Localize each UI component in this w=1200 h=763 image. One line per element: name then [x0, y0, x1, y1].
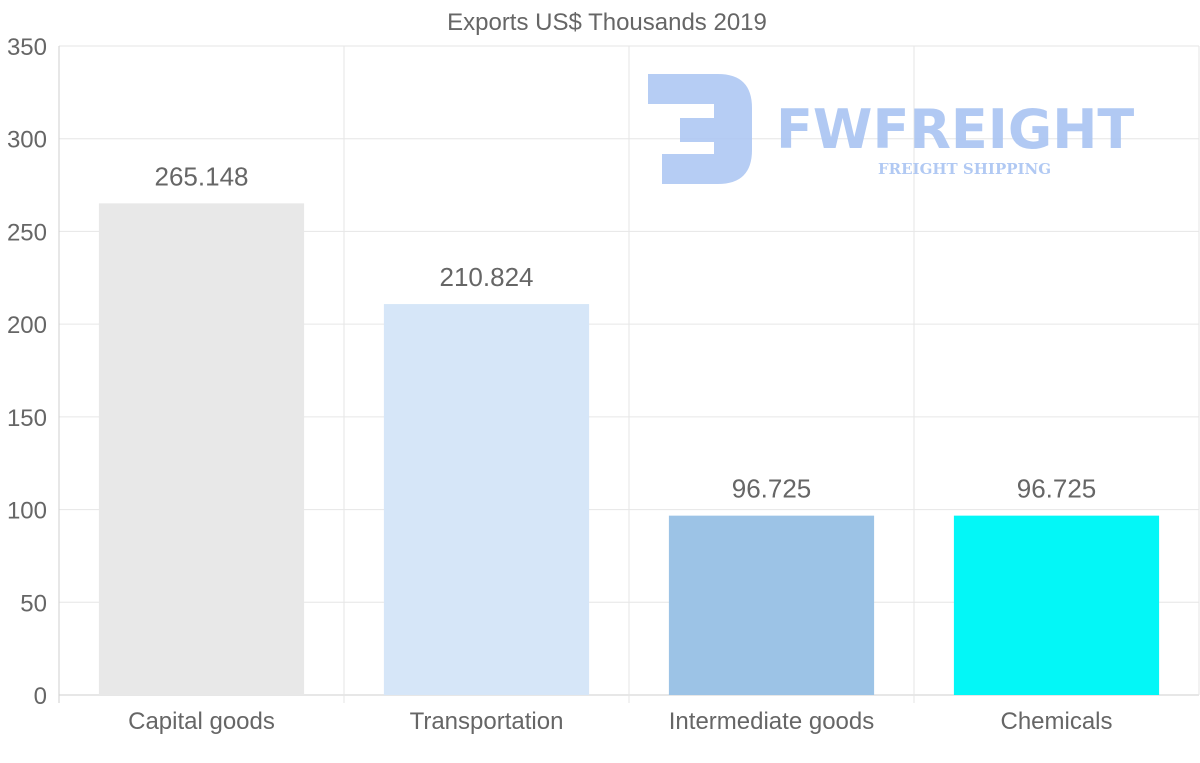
watermark-brand: FWFREIGHT [776, 98, 1134, 161]
labels-layer: 0 50 100 150 200 250 300 350 265.148 Capital good… [7, 34, 1113, 735]
chart-title: Exports US$ Thousands 2019 [447, 9, 767, 36]
watermark-logo: FWFREIGHT FREIGHT SHIPPING [648, 74, 1134, 184]
bar-intermediate-goods[interactable] [668, 515, 875, 695]
x-category-label: Transportation [410, 708, 564, 735]
y-tick-label: 250 [7, 219, 47, 246]
data-label: 96.725 [732, 474, 812, 504]
y-tick-label: 100 [7, 498, 47, 525]
x-category-label: Capital goods [128, 708, 275, 735]
watermark-tagline: FREIGHT SHIPPING [878, 160, 1051, 178]
y-tick-label: 300 [7, 127, 47, 154]
x-category-label: Chemicals [1000, 708, 1112, 735]
y-tick-label: 0 [34, 683, 47, 710]
data-label: 265.148 [155, 161, 249, 191]
y-tick-label: 350 [7, 34, 47, 61]
bar-chemicals[interactable] [953, 515, 1160, 695]
bar-transportation[interactable] [383, 304, 590, 695]
y-tick-label: 50 [20, 590, 47, 617]
data-label: 210.824 [440, 262, 534, 292]
y-tick-label: 150 [7, 405, 47, 432]
data-label: 96.725 [1017, 474, 1097, 504]
x-category-label: Intermediate goods [669, 708, 874, 735]
y-tick-label: 200 [7, 312, 47, 339]
logo-mark-icon [648, 74, 752, 184]
bar-capital-goods[interactable] [98, 203, 305, 696]
bars-layer [98, 203, 1160, 696]
